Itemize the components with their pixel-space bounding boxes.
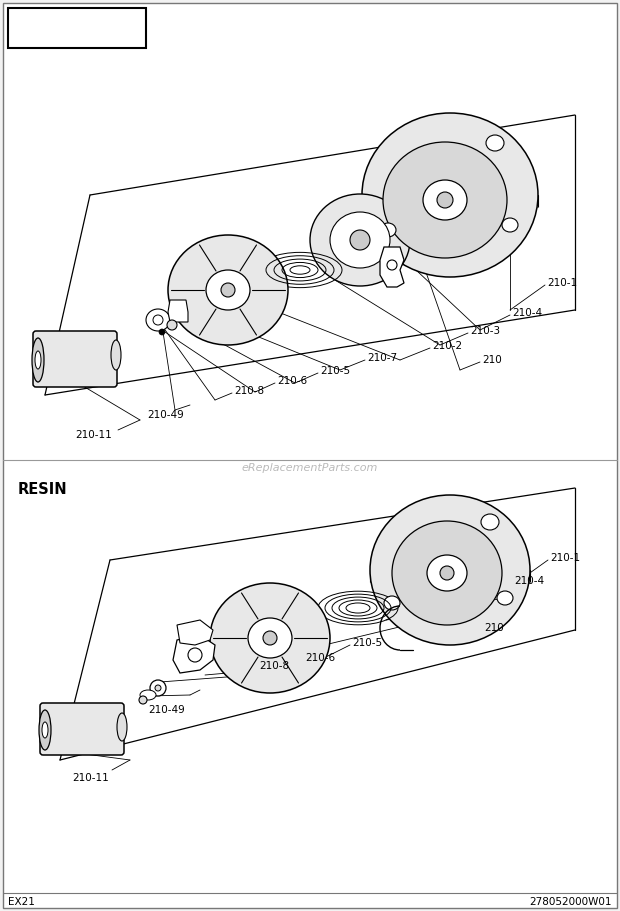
Text: 210-49: 210-49 <box>147 410 184 420</box>
Circle shape <box>188 648 202 662</box>
Ellipse shape <box>310 194 410 286</box>
Ellipse shape <box>423 180 467 220</box>
Circle shape <box>387 260 397 270</box>
Circle shape <box>155 685 161 691</box>
Text: 210: 210 <box>482 355 502 365</box>
Ellipse shape <box>427 555 467 591</box>
Ellipse shape <box>370 495 530 645</box>
Text: 210-11: 210-11 <box>72 773 108 783</box>
Text: 210-3: 210-3 <box>474 594 504 604</box>
Polygon shape <box>177 620 213 645</box>
Ellipse shape <box>497 591 513 605</box>
Circle shape <box>263 631 277 645</box>
Ellipse shape <box>248 618 292 658</box>
Polygon shape <box>168 300 188 322</box>
Polygon shape <box>173 635 215 673</box>
Text: eReplacementParts.com: eReplacementParts.com <box>242 463 378 473</box>
Polygon shape <box>380 247 404 287</box>
Text: EX21: EX21 <box>8 897 35 907</box>
Circle shape <box>150 680 166 696</box>
Ellipse shape <box>35 351 41 369</box>
Ellipse shape <box>384 596 400 610</box>
Ellipse shape <box>39 710 51 750</box>
Circle shape <box>440 566 454 580</box>
Text: 210-3: 210-3 <box>470 326 500 336</box>
Ellipse shape <box>380 223 396 237</box>
FancyBboxPatch shape <box>33 331 117 387</box>
Ellipse shape <box>206 270 250 310</box>
Ellipse shape <box>362 113 538 277</box>
Circle shape <box>350 230 370 250</box>
Text: 210-49: 210-49 <box>148 705 185 715</box>
Text: 210-2: 210-2 <box>444 606 474 616</box>
Text: 210-7: 210-7 <box>367 353 397 363</box>
FancyBboxPatch shape <box>40 703 124 755</box>
Text: 210-6: 210-6 <box>305 653 335 663</box>
Text: 210-6: 210-6 <box>277 376 307 386</box>
Ellipse shape <box>502 218 518 232</box>
Ellipse shape <box>32 338 44 382</box>
Ellipse shape <box>140 690 156 700</box>
Bar <box>8 8 146 48</box>
Text: 210-4: 210-4 <box>514 576 544 586</box>
Ellipse shape <box>481 514 499 530</box>
Circle shape <box>437 192 453 208</box>
Text: FIG. 520: FIG. 520 <box>14 15 125 41</box>
Circle shape <box>159 329 165 335</box>
Ellipse shape <box>383 142 507 258</box>
Text: 210-5: 210-5 <box>320 366 350 376</box>
Text: 210-2: 210-2 <box>432 341 462 351</box>
Text: 210-8: 210-8 <box>234 386 264 396</box>
Ellipse shape <box>117 713 127 741</box>
Ellipse shape <box>42 722 48 738</box>
Text: 278052000W01: 278052000W01 <box>529 897 612 907</box>
Text: 210-4: 210-4 <box>512 308 542 318</box>
Ellipse shape <box>210 583 330 693</box>
Text: RESIN: RESIN <box>18 483 68 497</box>
Ellipse shape <box>330 212 390 268</box>
Ellipse shape <box>392 521 502 625</box>
Ellipse shape <box>153 315 163 325</box>
Circle shape <box>167 320 177 330</box>
Text: 210-11: 210-11 <box>75 430 112 440</box>
Text: 210-8: 210-8 <box>259 661 289 671</box>
Ellipse shape <box>146 309 170 331</box>
Ellipse shape <box>111 340 121 370</box>
Circle shape <box>139 696 147 704</box>
Text: 210: 210 <box>484 623 503 633</box>
Ellipse shape <box>168 235 288 345</box>
Text: 210-5: 210-5 <box>352 638 382 648</box>
Circle shape <box>221 283 235 297</box>
Ellipse shape <box>486 135 504 151</box>
Text: 210-1: 210-1 <box>550 553 580 563</box>
Text: 210-1: 210-1 <box>547 278 577 288</box>
